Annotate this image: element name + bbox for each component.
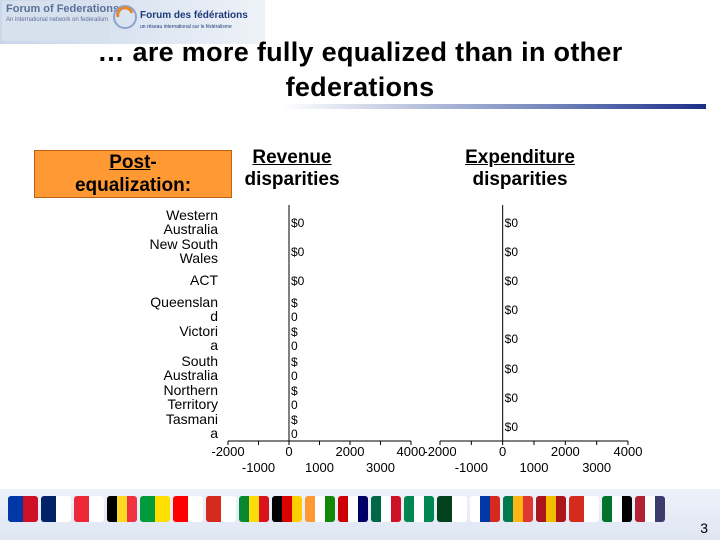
flag-india-icon bbox=[305, 496, 335, 522]
expenditure-title-line2: disparities bbox=[472, 169, 568, 190]
category-label: d bbox=[210, 308, 218, 324]
logo-title-en: Forum of Federations bbox=[6, 3, 120, 15]
category-label: Australia bbox=[164, 221, 219, 237]
post-equalization-label: Post- equalization: bbox=[34, 150, 232, 198]
slide-title-line2: federations bbox=[285, 72, 435, 102]
chart0-data-label: 0 bbox=[291, 427, 298, 441]
chart0-data-label: 0 bbox=[291, 398, 298, 412]
flag-usa-icon bbox=[635, 496, 665, 522]
flag-malaysia-icon bbox=[338, 496, 368, 522]
slide-title-line1: … are more fully equalized than in other bbox=[97, 37, 623, 67]
category-label: a bbox=[210, 337, 218, 353]
flag-australia-icon bbox=[41, 496, 71, 522]
chart0-data-label: $0 bbox=[291, 245, 305, 259]
chart0-x-tick-label: 1000 bbox=[305, 460, 334, 475]
forum-logo-english: Forum of Federations An international ne… bbox=[2, 1, 119, 41]
category-label: Wales bbox=[180, 250, 218, 266]
flag-ethiopia-icon bbox=[239, 496, 269, 522]
chart0-x-tick-label: 3000 bbox=[366, 460, 395, 475]
logo-title-fr: Forum des fédérations bbox=[140, 10, 248, 21]
chart1-data-label: $0 bbox=[505, 391, 519, 405]
chart0-x-tick-label: 2000 bbox=[336, 444, 365, 459]
chart0-x-tick-label: 4000 bbox=[397, 444, 426, 459]
chart0-data-label: $ bbox=[291, 325, 298, 339]
chart1-x-tick-label: 1000 bbox=[520, 460, 549, 475]
forum-globe-icon bbox=[113, 5, 137, 29]
category-label: New South bbox=[150, 236, 218, 252]
chart0-x-tick-label: -2000 bbox=[211, 444, 244, 459]
chart1-x-tick-label: -2000 bbox=[423, 444, 456, 459]
chart1-data-label: $0 bbox=[505, 216, 519, 230]
flag-canada-icon bbox=[173, 496, 203, 522]
chart0-data-label: 0 bbox=[291, 339, 298, 353]
chart0-data-label: $ bbox=[291, 413, 298, 427]
post-label-part1: Post bbox=[109, 152, 151, 173]
category-label: Queenslan bbox=[150, 294, 218, 310]
flag-brazil-icon bbox=[140, 496, 170, 522]
revenue-chart-title: Revenue disparities bbox=[230, 147, 354, 191]
chart0-x-tick-label: 0 bbox=[285, 444, 292, 459]
flag-russia-icon bbox=[470, 496, 500, 522]
chart1-x-tick-label: 0 bbox=[499, 444, 506, 459]
chart1-data-label: $0 bbox=[505, 420, 519, 434]
flag-switzerland-icon bbox=[206, 496, 236, 522]
chart1-data-label: $0 bbox=[505, 332, 519, 346]
chart0-data-label: $ bbox=[291, 296, 298, 310]
page-number: 3 bbox=[700, 520, 708, 536]
title-rule bbox=[0, 104, 706, 109]
chart0-data-label: $0 bbox=[291, 216, 305, 230]
flag-uae-icon bbox=[602, 496, 632, 522]
chart0-data-label: $0 bbox=[291, 274, 305, 288]
chart1-x-tick-label: 3000 bbox=[582, 460, 611, 475]
category-label: Australia bbox=[164, 367, 219, 383]
flag-nigeria-icon bbox=[404, 496, 434, 522]
category-label: Tasmani bbox=[166, 411, 218, 427]
expenditure-title-line1: Expenditure bbox=[465, 147, 575, 168]
chart1-x-tick-label: -1000 bbox=[455, 460, 488, 475]
flag-mexico-icon bbox=[371, 496, 401, 522]
chart1-data-label: $0 bbox=[505, 274, 519, 288]
flag-belgium-icon bbox=[107, 496, 137, 522]
flag-germany-icon bbox=[272, 496, 302, 522]
category-label: Western bbox=[166, 207, 218, 223]
revenue-title-line2: disparities bbox=[244, 169, 340, 190]
flag-pakistan-icon bbox=[437, 496, 467, 522]
revenue-title-line1: Revenue bbox=[252, 147, 332, 168]
chart0-data-label: 0 bbox=[291, 369, 298, 383]
header-logo-banner: Forum of Federations An international ne… bbox=[0, 0, 265, 44]
flag-switzerland-icon bbox=[569, 496, 599, 522]
flag-philippines-icon bbox=[8, 496, 38, 522]
category-label: Territory bbox=[167, 396, 218, 412]
chart1-data-label: $0 bbox=[505, 303, 519, 317]
chart0-data-label: $ bbox=[291, 355, 298, 369]
expenditure-chart-title: Expenditure disparities bbox=[440, 147, 600, 191]
chart1-data-label: $0 bbox=[505, 362, 519, 376]
logo-subtitle-en: An international network on federalism bbox=[6, 17, 109, 23]
post-label-hyphen: - bbox=[150, 152, 157, 173]
chart0-x-tick-label: -1000 bbox=[242, 460, 275, 475]
chart0-data-label: $ bbox=[291, 384, 298, 398]
logo-subtitle-fr: un réseau international sur le fédéralis… bbox=[140, 24, 232, 30]
category-label: Victori bbox=[179, 323, 218, 339]
category-label: South bbox=[181, 353, 218, 369]
flag-austria-icon bbox=[74, 496, 104, 522]
flag-spain-icon bbox=[536, 496, 566, 522]
chart1-x-tick-label: 4000 bbox=[614, 444, 643, 459]
flag-south-africa-icon bbox=[503, 496, 533, 522]
chart1-data-label: $0 bbox=[505, 245, 519, 259]
post-label-part2: equalization: bbox=[74, 175, 192, 196]
chart1-x-tick-label: 2000 bbox=[551, 444, 580, 459]
chart0-data-label: 0 bbox=[291, 310, 298, 324]
category-label: Northern bbox=[164, 382, 218, 398]
category-label: a bbox=[210, 425, 218, 441]
category-label: ACT bbox=[190, 272, 218, 288]
